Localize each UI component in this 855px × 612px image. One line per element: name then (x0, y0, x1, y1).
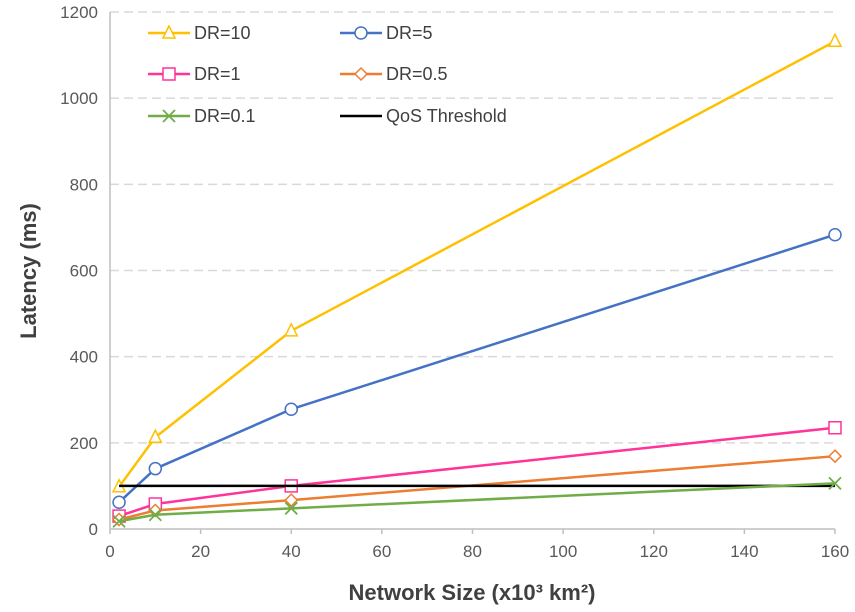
data-point-dr-0-1 (148, 508, 162, 522)
legend-marker (353, 66, 369, 82)
legend-label: DR=5 (386, 23, 433, 43)
x-axis-title: Network Size (x10³ km²) (349, 580, 596, 605)
data-point-dr-1 (828, 421, 842, 435)
data-point-dr-5 (112, 495, 126, 510)
marker-stroke (148, 508, 162, 522)
data-point-dr-5 (284, 402, 298, 416)
legend-item-qos-threshold: QoS Threshold (340, 106, 507, 126)
data-point-dr-10 (284, 322, 299, 337)
series-dr-1 (112, 421, 842, 523)
y-tick-label: 600 (70, 262, 98, 281)
data-point-dr-0-1 (828, 476, 842, 490)
y-axis-title: Latency (ms) (16, 203, 41, 339)
axes (109, 12, 836, 534)
legend: DR=10 DR=5 DR=1 DR=0.5 DR=0.1 QoS Threshold (148, 23, 507, 126)
x-tick-label: 100 (549, 542, 577, 561)
series-line-dr-0-5 (118, 454, 836, 521)
data-series (111, 32, 843, 528)
marker-stroke (162, 109, 176, 123)
data-point-dr-5 (148, 461, 163, 476)
x-tick-label: 140 (730, 542, 758, 561)
legend-marker (161, 24, 177, 39)
data-point-dr-0-1 (112, 514, 126, 528)
legend-item-dr-5: DR=5 (340, 23, 433, 43)
marker-stroke (112, 514, 126, 528)
legend-marker (162, 109, 176, 123)
legend-item-dr-1: DR=1 (148, 64, 241, 84)
y-tick-labels: 0 200 400 600 800 1000 1200 (60, 3, 98, 539)
data-point-dr-10 (827, 32, 843, 48)
x-tick-label: 80 (463, 542, 482, 561)
legend-label: DR=0.5 (386, 64, 448, 84)
grid-lines (110, 11, 835, 444)
x-tick-label: 160 (821, 542, 849, 561)
legend-label: DR=10 (194, 23, 251, 43)
x-tick-labels: 0 20 40 60 80 100 120 140 160 (105, 542, 849, 561)
legend-item-dr-0-1: DR=0.1 (148, 106, 256, 126)
series-dr-0-1 (112, 476, 842, 528)
series-line-dr-5 (118, 233, 836, 504)
y-tick-label: 1200 (60, 3, 98, 22)
legend-item-dr-0-5: DR=0.5 (340, 64, 448, 84)
y-tick-label: 200 (70, 434, 98, 453)
marker-stroke (284, 501, 298, 515)
y-tick-label: 400 (70, 348, 98, 367)
data-point-dr-0-1 (284, 501, 298, 515)
legend-marker (162, 67, 176, 81)
data-point-dr-5 (828, 227, 842, 242)
data-point-dr-0-5 (827, 449, 843, 464)
x-tick-label: 20 (191, 542, 210, 561)
data-point-dr-0-5 (148, 503, 163, 518)
series-line-dr-0-1 (118, 482, 836, 523)
x-tick-label: 120 (640, 542, 668, 561)
legend-label: QoS Threshold (386, 106, 507, 126)
series-dr-10 (111, 32, 843, 493)
x-tick-label: 0 (105, 542, 114, 561)
data-point-dr-0-5 (284, 493, 299, 508)
series-dr-0-5 (112, 449, 843, 527)
legend-label: DR=1 (194, 64, 241, 84)
y-tick-label: 0 (89, 520, 98, 539)
legend-item-dr-10: DR=10 (148, 23, 251, 43)
y-tick-label: 1000 (60, 89, 98, 108)
series-line-dr-1 (118, 426, 836, 518)
x-tick-label: 60 (372, 542, 391, 561)
data-point-dr-10 (148, 428, 163, 443)
x-tick-label: 40 (282, 542, 301, 561)
legend-label: DR=0.1 (194, 106, 256, 126)
marker-stroke (828, 476, 842, 490)
legend-marker (354, 26, 368, 40)
series-line-dr-10 (118, 40, 836, 488)
y-tick-label: 800 (70, 175, 98, 194)
